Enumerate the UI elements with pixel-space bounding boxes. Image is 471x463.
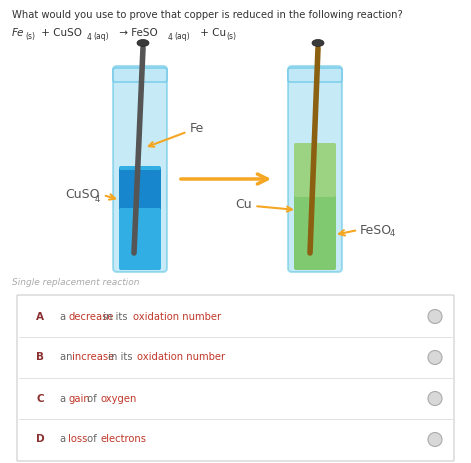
Text: oxygen: oxygen [100, 394, 137, 403]
Text: decrease: decrease [68, 312, 114, 321]
Circle shape [428, 309, 442, 324]
Text: (aq): (aq) [93, 32, 109, 41]
Text: a: a [60, 312, 69, 321]
Text: Fe: Fe [12, 28, 24, 38]
Text: A: A [36, 312, 44, 321]
Text: C: C [36, 394, 44, 403]
FancyBboxPatch shape [288, 66, 342, 272]
Text: (s): (s) [226, 32, 236, 41]
FancyBboxPatch shape [288, 68, 342, 82]
Text: of: of [84, 434, 100, 444]
Text: increase: increase [72, 352, 114, 363]
Circle shape [428, 350, 442, 364]
Text: loss: loss [68, 434, 88, 444]
Text: 4: 4 [87, 33, 92, 42]
Text: (aq): (aq) [174, 32, 190, 41]
Text: Single replacement reaction: Single replacement reaction [12, 278, 139, 287]
Ellipse shape [137, 39, 149, 46]
Text: D: D [36, 434, 44, 444]
Text: What would you use to prove that copper is reduced in the following reaction?: What would you use to prove that copper … [12, 10, 403, 20]
Text: B: B [36, 352, 44, 363]
Text: a: a [60, 394, 69, 403]
Text: of: of [84, 394, 100, 403]
Text: 4: 4 [168, 33, 173, 42]
FancyBboxPatch shape [113, 66, 167, 272]
Text: → FeSO: → FeSO [116, 28, 158, 38]
FancyBboxPatch shape [294, 143, 336, 197]
Text: (s): (s) [25, 32, 35, 41]
Text: oxidation number: oxidation number [133, 312, 221, 321]
Text: oxidation number: oxidation number [137, 352, 225, 363]
Circle shape [428, 432, 442, 446]
Text: a: a [60, 434, 69, 444]
Text: CuSO: CuSO [65, 188, 99, 201]
FancyBboxPatch shape [119, 168, 161, 210]
Circle shape [428, 392, 442, 406]
Text: 4: 4 [390, 230, 395, 238]
Text: 4: 4 [95, 194, 100, 204]
Text: FeSO: FeSO [360, 224, 392, 237]
Text: gain: gain [68, 394, 90, 403]
Text: Fe: Fe [149, 121, 204, 147]
FancyBboxPatch shape [119, 166, 161, 270]
FancyBboxPatch shape [294, 143, 336, 270]
Ellipse shape [312, 39, 324, 46]
Text: + CuSO: + CuSO [38, 28, 82, 38]
Text: an: an [60, 352, 76, 363]
Text: electrons: electrons [100, 434, 146, 444]
FancyBboxPatch shape [113, 68, 167, 82]
Text: Cu: Cu [235, 199, 292, 212]
Text: in its: in its [105, 352, 135, 363]
Text: in its: in its [100, 312, 131, 321]
FancyBboxPatch shape [17, 295, 454, 461]
Text: + Cu: + Cu [197, 28, 226, 38]
